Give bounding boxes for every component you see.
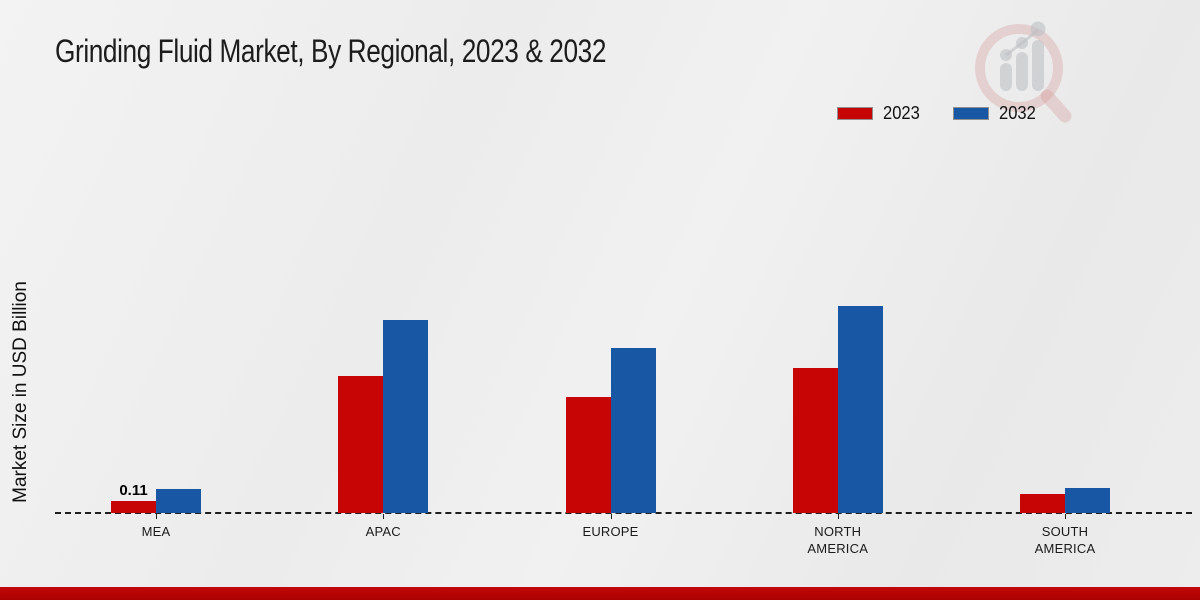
legend-swatch-2023 xyxy=(837,107,873,120)
magnifier-bar-chart-logo-icon xyxy=(975,21,1072,123)
legend-swatch-2032 xyxy=(953,107,990,120)
x-axis-tick-mea xyxy=(156,514,157,519)
x-axis-label-europe: EUROPE xyxy=(582,524,639,539)
bar-apac-2023 xyxy=(338,376,384,513)
footer-bar xyxy=(0,587,1200,600)
x-axis-zero-line xyxy=(55,512,1192,514)
legend-item-2023: 2023 xyxy=(837,103,923,124)
data-label-mea-2023: 0.11 xyxy=(119,482,148,499)
x-axis-tick-south-america xyxy=(1065,514,1066,519)
x-axis-label-apac: APAC xyxy=(365,524,401,539)
bar-south-america-2023 xyxy=(1020,494,1065,513)
bar-north-america-2023 xyxy=(792,368,838,513)
legend: 2023 2032 xyxy=(837,103,1039,124)
bar-mea-2032 xyxy=(156,489,201,513)
bar-north-america-2032 xyxy=(837,306,883,513)
bar-mea-2023 xyxy=(111,501,156,513)
x-axis-tick-apac xyxy=(383,514,385,519)
x-axis-label-mea: MEA xyxy=(141,524,171,539)
bar-europe-2032 xyxy=(610,348,656,513)
legend-label: 2032 xyxy=(999,103,1036,123)
bar-apac-2032 xyxy=(383,320,429,513)
bar-south-america-2032 xyxy=(1065,488,1110,513)
legend-label: 2023 xyxy=(883,103,920,123)
x-axis-tick-europe xyxy=(610,514,612,519)
x-axis-label-south-america: SOUTH AMERICA xyxy=(1034,524,1096,556)
x-axis-tick-north-america xyxy=(837,514,839,519)
bar-europe-2023 xyxy=(565,397,611,513)
x-axis-label-north-america: NORTH AMERICA xyxy=(807,524,869,556)
chart-title: Grinding Fluid Market, By Regional, 2023… xyxy=(55,33,607,69)
legend-item-2032: 2032 xyxy=(953,103,1039,124)
